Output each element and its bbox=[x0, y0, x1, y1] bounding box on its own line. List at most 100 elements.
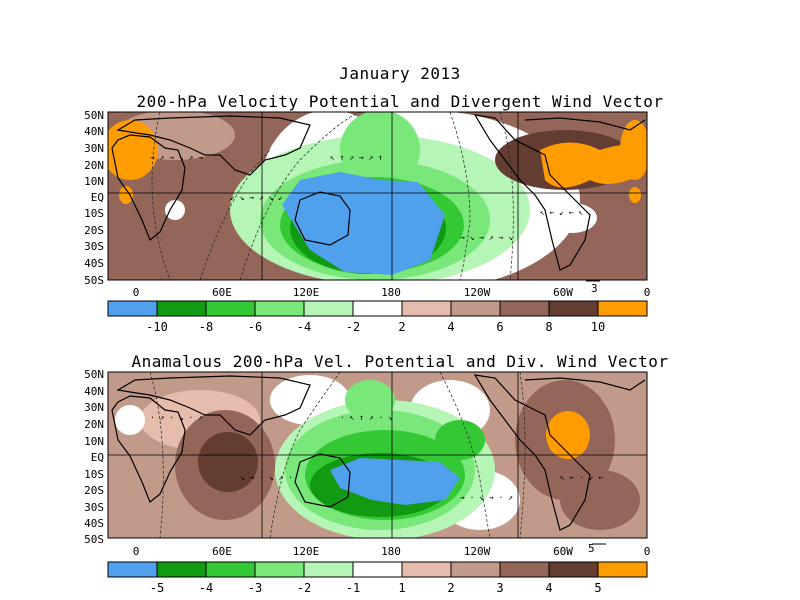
top-lat-tick: 20S bbox=[84, 224, 104, 237]
top-lon-tick: 120W bbox=[464, 286, 491, 299]
top-coastlines bbox=[111, 114, 646, 271]
bottom-lat-tick: 40N bbox=[84, 385, 104, 398]
top-contours bbox=[151, 112, 514, 280]
top-colorbar-label: -6 bbox=[248, 320, 262, 334]
top-lon-tick: 120E bbox=[293, 286, 320, 299]
top-colorbar-label: -4 bbox=[297, 320, 311, 334]
top-lat-tick: 10S bbox=[84, 207, 104, 220]
bottom-shading bbox=[115, 375, 640, 538]
bottom-lon-tick: 60E bbox=[212, 545, 232, 558]
bottom-lat-tick: 20N bbox=[84, 418, 104, 431]
top-lon-tick: 180 bbox=[381, 286, 401, 299]
top-colorbar-label: 10 bbox=[591, 320, 605, 334]
bottom-lon-tick: 60W bbox=[553, 545, 573, 558]
bottom-colorbar-swatch bbox=[156, 561, 207, 578]
top-lat-tick: 40S bbox=[84, 257, 104, 270]
bottom-coastlines bbox=[111, 374, 646, 531]
bottom-panel-title: Anamalous 200-hPa Vel. Potential and Div… bbox=[131, 352, 669, 371]
svg-text:→ ↗ → ↘ ↗ →: → ↗ → ↘ ↗ → bbox=[150, 153, 203, 162]
top-colorbar-swatch bbox=[548, 300, 599, 317]
bottom-lat-tick: 50N bbox=[84, 368, 104, 381]
bottom-colorbar-labels: -5 -4 -3 -2 -1 1 2 3 4 5 bbox=[150, 581, 602, 595]
svg-text:↖ ← · ↙ ←: ↖ ← · ↙ ← bbox=[560, 473, 604, 482]
svg-text:· ↗ · ↘ · ↗: · ↗ · ↘ · ↗ bbox=[150, 413, 203, 422]
bottom-colorbar-swatches bbox=[107, 561, 648, 578]
bottom-vectors: · ↗ · ↘ · ↗ ↘ → · ↘ ↗ · · ↖ ↑ ↗ · ↘ → · … bbox=[150, 413, 604, 502]
bottom-colorbar-swatch bbox=[205, 561, 256, 578]
figure-title: January 2013 bbox=[339, 64, 461, 83]
top-lat-tick: 50N bbox=[84, 109, 104, 122]
bottom-lon-tick: 120W bbox=[464, 545, 491, 558]
bottom-colorbar-swatch bbox=[303, 561, 354, 578]
top-colorbar-label: 6 bbox=[496, 320, 503, 334]
bottom-lat-tick: 30N bbox=[84, 401, 104, 414]
bottom-colorbar-label: -4 bbox=[199, 581, 213, 595]
bottom-colorbar-swatch bbox=[254, 561, 305, 578]
bottom-lat-tick: EQ bbox=[91, 451, 104, 464]
bottom-colorbar-label: 1 bbox=[398, 581, 405, 595]
top-vectors: → ↗ → ↘ ↗ → ↙ ↘ → ↗ ↘ ↙ ↖ ↑ ↗ → ↗ ↑ → ↘ … bbox=[150, 153, 583, 242]
top-colorbar-swatch bbox=[303, 300, 354, 317]
top-colorbar-swatch bbox=[597, 300, 648, 317]
svg-text:· ↖ ↑ ↗ · ↘: · ↖ ↑ ↗ · ↘ bbox=[340, 413, 393, 422]
top-lon-tick: 60W bbox=[553, 286, 573, 299]
bottom-lat-tick: 10S bbox=[84, 468, 104, 481]
top-panel-title: 200-hPa Velocity Potential and Divergent… bbox=[136, 92, 664, 111]
top-colorbar-swatch bbox=[499, 300, 550, 317]
bottom-lat-tick: 20S bbox=[84, 484, 104, 497]
top-vector-scale: 3 bbox=[591, 282, 598, 295]
top-colorbar-swatch bbox=[352, 300, 403, 317]
bottom-lat-axis: 50N 40N 30N 20N 10N EQ 10S 20S 30S 40S 5… bbox=[84, 368, 104, 546]
bottom-lat-tick: 40S bbox=[84, 517, 104, 530]
top-colorbar-swatch bbox=[156, 300, 207, 317]
top-colorbar-label: -8 bbox=[199, 320, 213, 334]
bottom-lon-tick: 180 bbox=[381, 545, 401, 558]
top-colorbar-swatch bbox=[401, 300, 452, 317]
top-reference-vector: 3 bbox=[586, 280, 600, 295]
bottom-colorbar-label: -1 bbox=[346, 581, 360, 595]
bottom-contours bbox=[149, 372, 526, 538]
top-lat-tick: 40N bbox=[84, 125, 104, 138]
bottom-colorbar-label: -3 bbox=[248, 581, 262, 595]
bottom-colorbar: -5 -4 -3 -2 -1 1 2 3 4 5 bbox=[107, 561, 648, 595]
svg-text:↘ → · ↘ ↗ ·: ↘ → · ↘ ↗ · bbox=[240, 473, 293, 482]
top-colorbar-label: -2 bbox=[346, 320, 360, 334]
bottom-colorbar-swatch bbox=[499, 561, 550, 578]
bottom-colorbar-swatch bbox=[597, 561, 648, 578]
bottom-lon-tick: 0 bbox=[644, 545, 651, 558]
bottom-colorbar-label: -5 bbox=[150, 581, 164, 595]
bottom-lat-tick: 30S bbox=[84, 501, 104, 514]
top-lat-tick: 30N bbox=[84, 142, 104, 155]
top-lon-tick: 60E bbox=[212, 286, 232, 299]
bottom-colorbar-label: 5 bbox=[594, 581, 601, 595]
bottom-grid bbox=[108, 372, 647, 538]
top-map-frame bbox=[107, 111, 648, 281]
top-colorbar: -10 -8 -6 -4 -2 2 4 6 8 10 bbox=[107, 300, 648, 334]
bottom-lon-axis: 0 60E 120E 180 120W 60W 0 bbox=[133, 545, 651, 558]
top-grid bbox=[108, 112, 647, 280]
svg-text:↙ ↘ → ↗ ↘ ↙: ↙ ↘ → ↗ ↘ ↙ bbox=[230, 193, 283, 202]
top-lon-axis: 0 60E 120E 180 120W 60W 0 bbox=[133, 286, 651, 299]
top-lat-tick: 30S bbox=[84, 240, 104, 253]
bottom-colorbar-label: 3 bbox=[496, 581, 503, 595]
top-colorbar-swatch bbox=[205, 300, 256, 317]
top-lat-axis: 50N 40N 30N 20N 10N EQ 10S 20S 30S 40S 5… bbox=[84, 109, 104, 287]
bottom-colorbar-label: 4 bbox=[545, 581, 552, 595]
svg-text:↖ ← ↙ ← ↖: ↖ ← ↙ ← ↖ bbox=[540, 208, 583, 217]
top-lon-tick: 0 bbox=[644, 286, 651, 299]
top-colorbar-label: -10 bbox=[146, 320, 168, 334]
top-lat-tick: 50S bbox=[84, 274, 104, 287]
bottom-colorbar-label: -2 bbox=[297, 581, 311, 595]
bottom-reference-vector: 5 bbox=[588, 542, 606, 555]
bottom-lon-tick: 0 bbox=[133, 545, 140, 558]
top-colorbar-label: 2 bbox=[398, 320, 405, 334]
bottom-map-frame bbox=[107, 371, 648, 539]
bottom-colorbar-swatch bbox=[548, 561, 599, 578]
bottom-lon-tick: 120E bbox=[293, 545, 320, 558]
top-colorbar-swatch bbox=[107, 300, 158, 317]
top-colorbar-label: 4 bbox=[447, 320, 454, 334]
bottom-colorbar-label: 2 bbox=[447, 581, 454, 595]
bottom-colorbar-swatch bbox=[401, 561, 452, 578]
bottom-lat-tick: 50S bbox=[84, 533, 104, 546]
